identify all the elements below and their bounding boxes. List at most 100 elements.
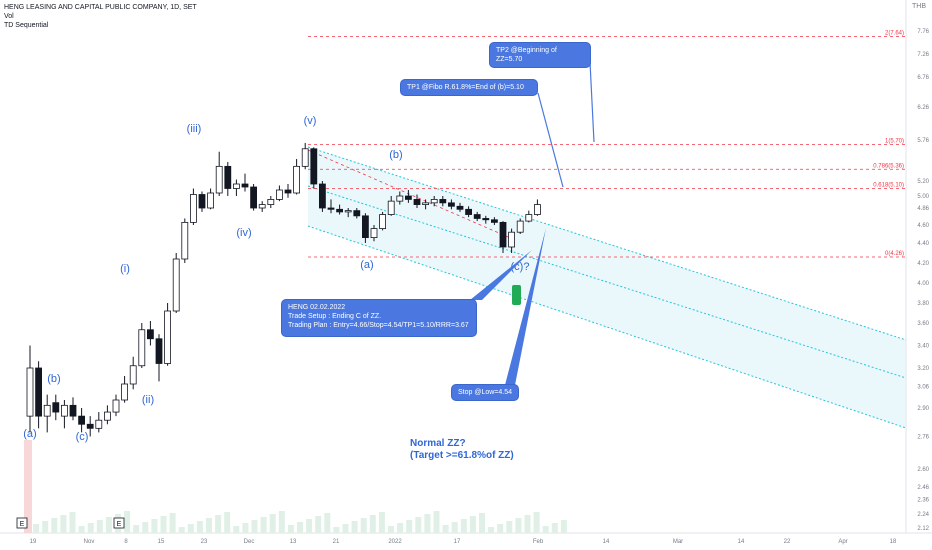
candle-body <box>284 189 292 194</box>
earnings-marker-box[interactable] <box>16 517 28 529</box>
volume-bar <box>69 512 76 533</box>
volume-bar <box>506 521 513 533</box>
volume-bar <box>333 527 340 533</box>
volume-bar <box>460 519 467 533</box>
wave-label: (c) <box>76 431 89 443</box>
tp1-callout[interactable]: TP1 @Fibo R.61.8%=End of (b)=5.10 <box>400 79 538 96</box>
setup-line-1: HENG 02.02.2022 <box>288 304 346 311</box>
candle-body <box>232 183 240 189</box>
candle-body <box>138 329 146 367</box>
candle-body <box>301 148 309 167</box>
fib-level-label: 2(7.64) <box>885 31 904 37</box>
volume-bar <box>133 525 140 533</box>
channel-fill <box>308 147 906 428</box>
volume-bar <box>451 522 458 533</box>
y-tick-label: 2.12 <box>917 526 929 532</box>
volume-indicator-label[interactable]: Vol <box>4 13 14 20</box>
y-tick-label: 6.26 <box>917 105 929 111</box>
volume-bar <box>406 520 413 533</box>
volume-bar <box>560 520 567 533</box>
candle-body <box>353 210 361 217</box>
wave-label: (b) <box>389 149 402 161</box>
y-tick-label: 2.36 <box>917 497 929 503</box>
fib-level-label: 0.618(5.10) <box>873 183 904 189</box>
x-tick-label: Nov <box>84 539 95 545</box>
candle-body <box>396 195 404 202</box>
y-tick-label: 2.76 <box>917 434 929 440</box>
candle-body <box>293 165 301 194</box>
candle-body <box>361 215 369 239</box>
volume-bar <box>187 524 194 533</box>
volume-bar <box>488 527 495 533</box>
wave-label: (ii) <box>142 394 154 406</box>
candle-body <box>430 199 438 204</box>
volume-bar <box>51 518 58 533</box>
y-tick-label: 4.86 <box>917 206 929 212</box>
y-tick-label: 3.80 <box>917 301 929 307</box>
candle-body <box>61 404 68 417</box>
volume-bar <box>96 520 103 533</box>
channel-line <box>307 225 907 429</box>
x-tick-label: 18 <box>890 539 897 545</box>
candle-body <box>327 207 335 210</box>
candle-body <box>336 208 344 213</box>
candle-body <box>413 199 421 205</box>
candle-body <box>318 183 326 209</box>
trade-setup-callout[interactable]: HENG 02.02.2022 Trade Setup : Ending C o… <box>281 299 477 337</box>
y-tick-label: 2.90 <box>917 406 929 412</box>
candle-body <box>499 221 507 248</box>
channel-line <box>307 146 907 341</box>
tp1-pointer <box>537 92 564 188</box>
volume-bar <box>324 513 331 533</box>
y-tick-label: 7.26 <box>917 52 929 58</box>
candle-body <box>370 228 378 239</box>
candle-body <box>482 218 490 221</box>
x-tick-label: 21 <box>333 539 340 545</box>
x-tick-label: 8 <box>124 539 128 545</box>
candle-body <box>198 194 206 209</box>
y-tick-label: 4.00 <box>917 281 929 287</box>
x-tick-label: Apr <box>838 539 847 545</box>
x-tick-label: Feb <box>533 539 544 545</box>
fib-level-label: 0(4.26) <box>885 251 904 257</box>
wave-label: (iv) <box>236 227 251 239</box>
volume-bar <box>224 512 231 533</box>
volume-bar <box>388 526 394 533</box>
volume-bar <box>442 525 449 533</box>
candle-body <box>224 165 232 189</box>
volume-bar <box>433 511 440 533</box>
earnings-marker-box[interactable] <box>113 517 125 529</box>
volume-bar <box>105 517 112 533</box>
candle-body <box>456 205 464 210</box>
candle-body <box>146 329 154 340</box>
y-tick-label: 3.06 <box>917 385 929 391</box>
diagonal-trend-line <box>307 149 516 241</box>
volume-bar <box>515 518 522 533</box>
y-tick-label: 6.76 <box>917 75 929 81</box>
x-tick-label: 14 <box>738 539 745 545</box>
earnings-marker: E <box>117 521 122 528</box>
candle-body <box>164 310 172 364</box>
candle-body <box>422 202 430 205</box>
tp2-callout[interactable]: TP2 @Beginning of ZZ=5.70 <box>489 42 591 68</box>
y-tick-label: 7.76 <box>917 29 929 35</box>
x-tick-label: Dec <box>244 539 255 545</box>
volume-bar <box>242 523 249 533</box>
candle-body <box>189 194 197 223</box>
volume-bar <box>196 521 203 533</box>
td-sequential-label[interactable]: TD Sequential <box>4 22 49 29</box>
volume-bar <box>297 522 303 533</box>
candle-body <box>78 415 85 425</box>
candle-body <box>95 419 103 429</box>
stop-callout[interactable]: Stop @Low=4.54 <box>451 384 519 401</box>
volume-bar <box>42 521 49 533</box>
candle-body <box>465 208 473 215</box>
chart-title: HENG LEASING AND CAPITAL PUBLIC COMPANY,… <box>4 4 197 11</box>
candle-body <box>490 219 498 223</box>
volume-bar <box>251 520 258 533</box>
x-tick-label: 15 <box>158 539 165 545</box>
wave-label: (a) <box>360 259 373 271</box>
candle-body <box>258 204 266 209</box>
